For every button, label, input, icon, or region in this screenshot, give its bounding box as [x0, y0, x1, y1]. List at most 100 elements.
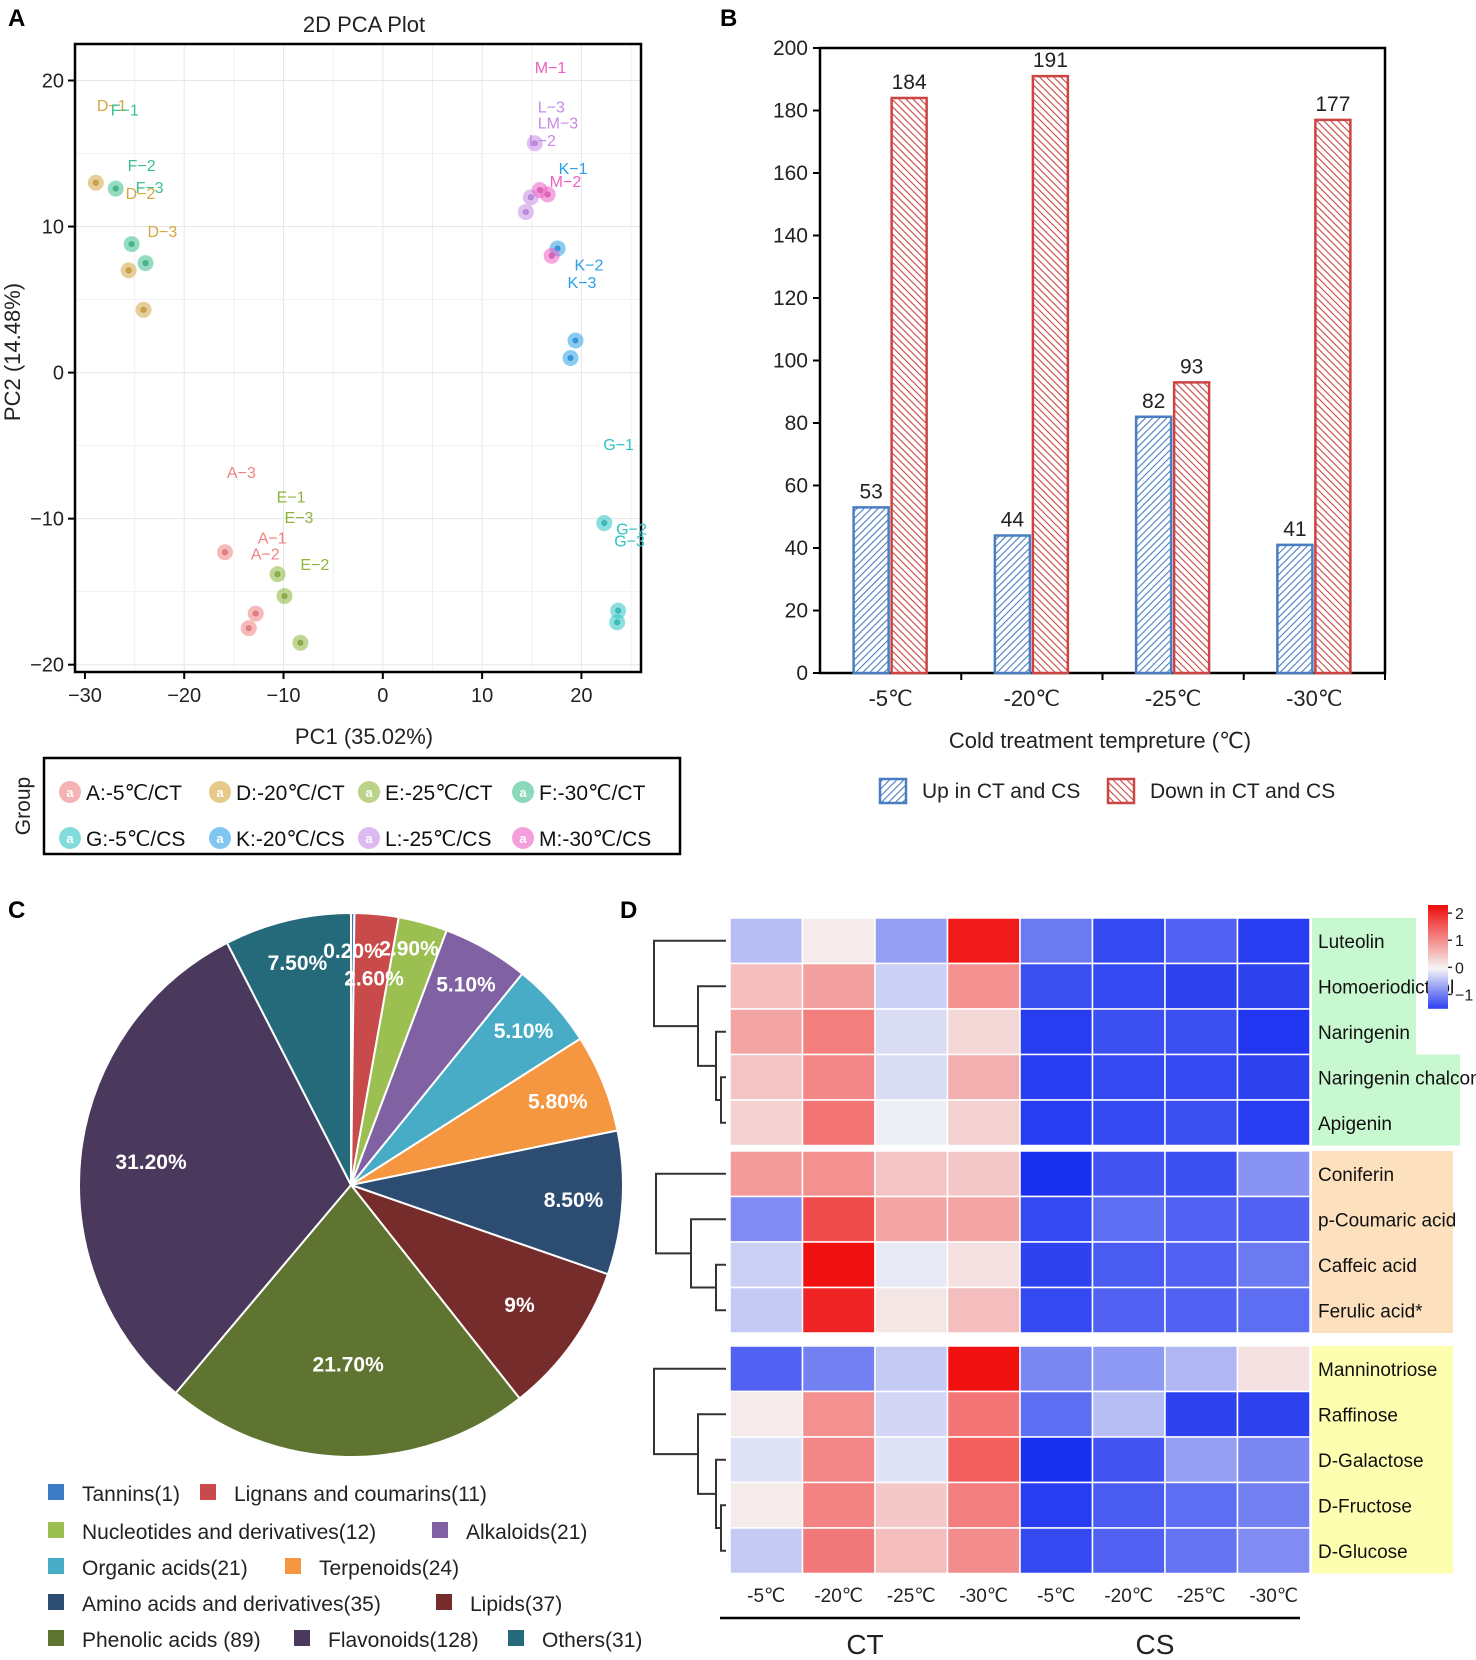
- heatmap-cell: [1236, 1195, 1311, 1243]
- heatmap-cell: [874, 962, 949, 1010]
- pca-point-label: K−3: [568, 275, 597, 292]
- legend-label-a: A:-5℃/CT: [86, 782, 182, 805]
- pca-point-center-m: [548, 252, 555, 259]
- pie-percent-label: 31.20%: [115, 1151, 187, 1174]
- bar-down-2: [1031, 74, 1070, 675]
- pca-point-label: G−2: [616, 522, 647, 539]
- colorbar-step: [1428, 925, 1448, 929]
- heatmap-row-label-naringenin-chalcone: Naringenin chalcone: [1318, 1068, 1476, 1089]
- colorbar-step: [1428, 948, 1448, 953]
- pca-x-tick-label: −10: [267, 685, 301, 707]
- heatmap-cell: [729, 1150, 804, 1198]
- heatmap-cell: [1091, 962, 1166, 1010]
- heatmap-cell: [1019, 1436, 1094, 1484]
- pca-y-tick-label: 20: [42, 71, 64, 93]
- bar-value-label: 191: [1033, 49, 1068, 72]
- pie-chart-panel: 0.20% 2.60% 2.90% 5.10% 5.10% 5.80% 8.50% 9% 21.…: [48, 911, 642, 1652]
- pca-point-label: G−3: [614, 533, 645, 550]
- heatmap-cell: [1236, 1053, 1311, 1101]
- pca-y-tick-label: −20: [30, 655, 64, 677]
- heatmap-cell: [1164, 1099, 1239, 1147]
- heatmap-cell: [946, 962, 1021, 1010]
- heatmap-cell: [1164, 1195, 1239, 1243]
- pie-slice-others: [225, 911, 352, 1186]
- bar-y-tick-label: 160: [773, 162, 808, 185]
- pca-point-center-f: [128, 240, 135, 248]
- heatmap-row-label-luteolin: Luteolin: [1318, 932, 1385, 953]
- bar-value-label: 44: [1001, 509, 1025, 532]
- legend-marker-letter: a: [519, 831, 527, 846]
- pie-legend-label-tannins: Tannins(1): [82, 1483, 180, 1506]
- heatmap-row-label-d-fructose: D-Fructose: [1318, 1496, 1412, 1517]
- bar-up-3: [1134, 415, 1173, 675]
- pie-slice-lipids: [348, 1182, 610, 1400]
- legend-marker-letter: a: [365, 785, 373, 800]
- pie-legend-swatch-lipids: [436, 1594, 452, 1610]
- pca-y-tick-label: 10: [42, 217, 64, 239]
- heatmap-cell: [1019, 1241, 1094, 1289]
- heatmap-cell: [1019, 1286, 1094, 1334]
- bar-up-4: [1276, 543, 1314, 675]
- legend-label-e: E:-25℃/CT: [385, 782, 493, 805]
- pie-percent-label: 21.70%: [313, 1353, 385, 1376]
- bar-legend: Up in CT and CS Down in CT and CS: [878, 777, 1335, 805]
- heatmap-cell: [1091, 1241, 1166, 1289]
- heatmap-cell: [801, 917, 876, 965]
- colorbar-step: [1428, 1002, 1448, 1007]
- pca-y-tick-label: 0: [53, 363, 64, 385]
- pca-grid: [75, 44, 641, 672]
- colorbar-step: [1428, 984, 1448, 989]
- pca-point-label: E−2: [300, 557, 329, 574]
- heatmap-cell: [1019, 1150, 1094, 1198]
- pca-point-label: F−1: [111, 103, 139, 120]
- colorbar-step: [1428, 953, 1448, 958]
- bar-y-tick-label: 0: [796, 662, 808, 685]
- heatmap-group-label-cs: CS: [1136, 1629, 1175, 1660]
- heatmap-cell: [1236, 1390, 1311, 1438]
- legend-label-d: D:-20℃/CT: [236, 782, 345, 805]
- colorbar-step: [1428, 979, 1448, 984]
- legend-marker-letter: a: [66, 831, 74, 846]
- heatmap-cell: [874, 1241, 949, 1289]
- pca-point-center-k: [567, 354, 574, 362]
- legend-marker-l: [358, 827, 380, 849]
- colorbar-label: 1: [1455, 933, 1464, 950]
- colorbar-step: [1428, 935, 1448, 940]
- heatmap-cell: [1164, 1527, 1239, 1575]
- heatmap-cell: [1091, 1099, 1166, 1147]
- bar-up-1: [852, 506, 890, 675]
- pca-point-center-f: [142, 259, 149, 267]
- heatmap-cell: [801, 1241, 876, 1289]
- pie-slice-phenolic-acids: [174, 1183, 522, 1458]
- heatmap-cell: [1091, 1286, 1166, 1334]
- heatmap-cell: [1236, 917, 1311, 965]
- heatmap-cell: [729, 1481, 804, 1529]
- heatmap-column-label: -20℃: [1104, 1586, 1153, 1607]
- pca-point-label: E−3: [285, 510, 314, 527]
- colorbar-step: [1428, 928, 1448, 932]
- heatmap-row-label-raffinose: Raffinose: [1318, 1405, 1398, 1426]
- heatmap-cells: [729, 917, 1311, 1575]
- pie-legend-label-others: Others(31): [542, 1629, 642, 1652]
- pca-point-label: F−2: [128, 158, 156, 175]
- pca-point-center-l: [522, 208, 529, 216]
- pca-plot-frame: [73, 42, 643, 674]
- heatmap-cell: [946, 917, 1021, 965]
- heatmap-cell: [874, 1436, 949, 1484]
- pie-legend-label-amino-acids-and-derivatives: Amino acids and derivatives(35): [82, 1593, 381, 1616]
- heatmap-column-groups: CT CS: [720, 1616, 1300, 1660]
- heatmap-column-label: -20℃: [814, 1586, 863, 1607]
- heatmap-cell: [1019, 1527, 1094, 1575]
- heatmap-cell: [1091, 1008, 1166, 1056]
- pca-point-center-g: [615, 607, 622, 614]
- heatmap-cell: [1164, 1345, 1239, 1393]
- heatmap-cell: [946, 1008, 1021, 1056]
- bar-y-tick-label: 20: [785, 600, 808, 623]
- heatmap-cell: [1091, 1390, 1166, 1438]
- heatmap-column-labels: -5℃ -20℃ -25℃ -30℃ -5℃ -20℃ -25℃ -30℃: [747, 1586, 1298, 1607]
- legend-marker-letter: a: [519, 785, 527, 800]
- heatmap-cell: [1019, 917, 1094, 965]
- legend-marker-letter: a: [216, 785, 224, 800]
- heatmap-cell: [729, 1053, 804, 1101]
